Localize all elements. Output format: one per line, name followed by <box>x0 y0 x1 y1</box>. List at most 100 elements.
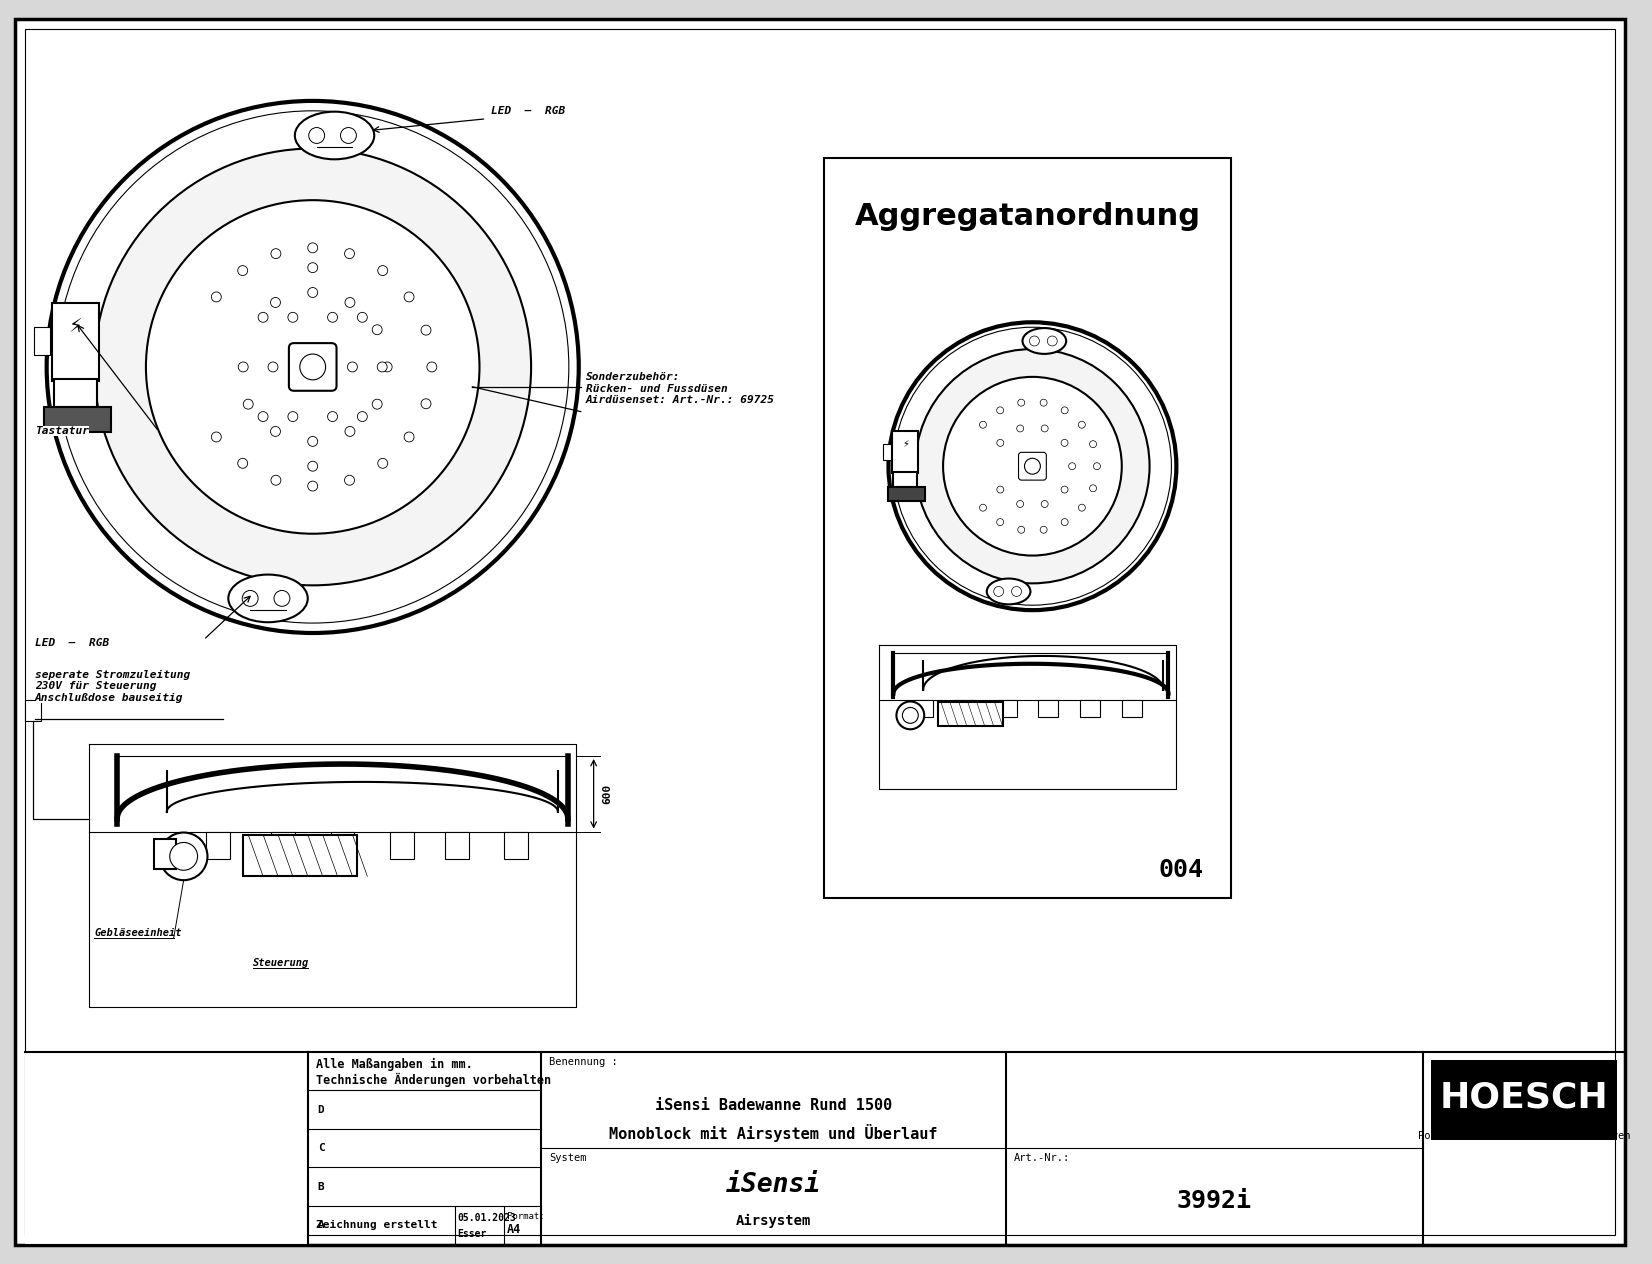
Bar <box>390 832 415 860</box>
Ellipse shape <box>228 575 307 622</box>
Bar <box>955 699 975 718</box>
Circle shape <box>1024 459 1041 474</box>
Circle shape <box>377 362 387 372</box>
Circle shape <box>1090 441 1097 447</box>
Bar <box>914 699 933 718</box>
Circle shape <box>915 349 1150 584</box>
Text: Aggregatanordnung: Aggregatanordnung <box>854 201 1201 230</box>
Circle shape <box>1061 407 1069 413</box>
Text: ⚡: ⚡ <box>69 317 83 336</box>
Circle shape <box>357 412 367 421</box>
Bar <box>1122 699 1142 718</box>
Circle shape <box>902 708 919 723</box>
Circle shape <box>372 399 382 410</box>
Text: LED  –  RGB: LED – RGB <box>35 638 109 648</box>
Circle shape <box>889 322 1176 611</box>
Text: Sonderzubehör:
Rücken- und Fussdüsen
Airdüsenset: Art.-Nr.: 69725: Sonderzubehör: Rücken- und Fussdüsen Air… <box>586 372 775 404</box>
Circle shape <box>309 128 325 143</box>
Bar <box>444 832 469 860</box>
Bar <box>1039 699 1059 718</box>
Circle shape <box>243 590 258 607</box>
Circle shape <box>943 377 1122 556</box>
Circle shape <box>357 312 367 322</box>
Text: seperate Stromzuleitung
230V für Steuerung
Anschlußdose bauseitig: seperate Stromzuleitung 230V für Steueru… <box>35 670 190 703</box>
Circle shape <box>1041 425 1047 432</box>
Circle shape <box>1041 399 1047 406</box>
Circle shape <box>1090 485 1097 492</box>
Bar <box>330 832 355 860</box>
Bar <box>894 473 917 487</box>
Circle shape <box>996 440 1004 446</box>
Circle shape <box>46 101 578 633</box>
Circle shape <box>307 243 317 253</box>
Bar <box>1080 699 1100 718</box>
Circle shape <box>271 475 281 485</box>
Circle shape <box>307 436 317 446</box>
Circle shape <box>1061 487 1069 493</box>
Circle shape <box>268 362 278 372</box>
Circle shape <box>243 399 253 410</box>
Circle shape <box>1016 501 1024 507</box>
FancyBboxPatch shape <box>289 343 337 391</box>
Bar <box>882 445 892 460</box>
Bar <box>996 699 1016 718</box>
Circle shape <box>345 297 355 307</box>
Circle shape <box>1047 336 1057 346</box>
Circle shape <box>405 432 415 442</box>
Text: iSensi: iSensi <box>725 1172 821 1198</box>
Text: 05.01.2023: 05.01.2023 <box>458 1212 517 1222</box>
Text: 600: 600 <box>603 784 613 804</box>
Circle shape <box>287 312 297 322</box>
Circle shape <box>372 325 382 335</box>
Text: 3992i: 3992i <box>1176 1189 1252 1213</box>
Circle shape <box>421 325 431 335</box>
Text: Airsystem: Airsystem <box>735 1215 811 1229</box>
Text: A4: A4 <box>507 1222 522 1236</box>
Text: B: B <box>317 1182 324 1192</box>
Bar <box>938 703 1003 727</box>
Circle shape <box>340 128 357 143</box>
Circle shape <box>378 459 388 468</box>
Circle shape <box>271 426 281 436</box>
Circle shape <box>299 354 325 380</box>
Text: iSensi Badewanne Rund 1500: iSensi Badewanne Rund 1500 <box>654 1098 892 1114</box>
Circle shape <box>1061 440 1069 446</box>
Bar <box>271 832 294 860</box>
Circle shape <box>1016 425 1024 432</box>
Circle shape <box>1018 526 1024 533</box>
Ellipse shape <box>986 579 1031 604</box>
Circle shape <box>378 265 388 276</box>
Text: Art.-Nr.:: Art.-Nr.: <box>1014 1153 1070 1163</box>
Circle shape <box>1011 586 1021 597</box>
Text: D: D <box>317 1105 324 1115</box>
Circle shape <box>996 487 1004 493</box>
Bar <box>53 379 97 407</box>
Circle shape <box>897 702 923 729</box>
Circle shape <box>307 482 317 490</box>
Bar <box>1431 1059 1617 1140</box>
Bar <box>206 832 230 860</box>
Circle shape <box>345 426 355 436</box>
Circle shape <box>1041 501 1047 507</box>
Circle shape <box>211 432 221 442</box>
Text: Format:: Format: <box>507 1212 545 1221</box>
Text: A: A <box>317 1220 324 1230</box>
Text: System: System <box>548 1153 586 1163</box>
Ellipse shape <box>294 111 375 159</box>
Text: ⚡: ⚡ <box>902 439 909 449</box>
Circle shape <box>211 292 221 302</box>
Circle shape <box>980 504 986 511</box>
Circle shape <box>271 297 281 307</box>
Text: Monoblock mit Airsystem und Überlauf: Monoblock mit Airsystem und Überlauf <box>610 1124 938 1141</box>
Circle shape <box>258 412 268 421</box>
Circle shape <box>238 459 248 468</box>
Circle shape <box>1079 504 1085 511</box>
Circle shape <box>271 249 281 259</box>
Circle shape <box>996 518 1004 526</box>
Bar <box>25 1052 307 1245</box>
Circle shape <box>274 590 289 607</box>
Circle shape <box>307 461 317 471</box>
Circle shape <box>421 399 431 408</box>
Bar <box>243 834 357 876</box>
Text: Tastatur: Tastatur <box>35 426 89 436</box>
